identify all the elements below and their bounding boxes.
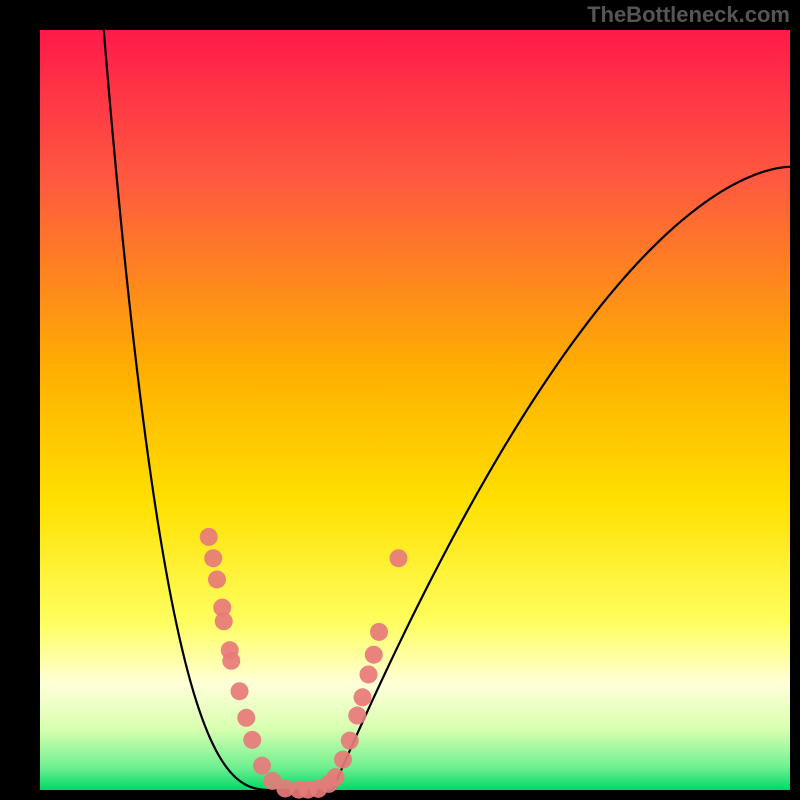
scatter-point: [222, 652, 240, 670]
scatter-point: [341, 732, 359, 750]
scatter-point: [354, 688, 372, 706]
scatter-point: [243, 731, 261, 749]
plot-background: [40, 30, 790, 790]
scatter-point: [208, 570, 226, 588]
watermark-text: TheBottleneck.com: [587, 2, 790, 28]
scatter-point: [215, 612, 233, 630]
scatter-point: [370, 623, 388, 641]
chart-container: TheBottleneck.com: [0, 0, 800, 800]
scatter-point: [390, 549, 408, 567]
scatter-point: [204, 549, 222, 567]
scatter-point: [200, 528, 218, 546]
scatter-point: [231, 682, 249, 700]
scatter-point: [237, 709, 255, 727]
scatter-point: [327, 768, 345, 786]
chart-svg: [0, 0, 800, 800]
scatter-point: [253, 757, 271, 775]
scatter-point: [348, 707, 366, 725]
scatter-point: [360, 665, 378, 683]
scatter-point: [334, 751, 352, 769]
scatter-point: [365, 646, 383, 664]
